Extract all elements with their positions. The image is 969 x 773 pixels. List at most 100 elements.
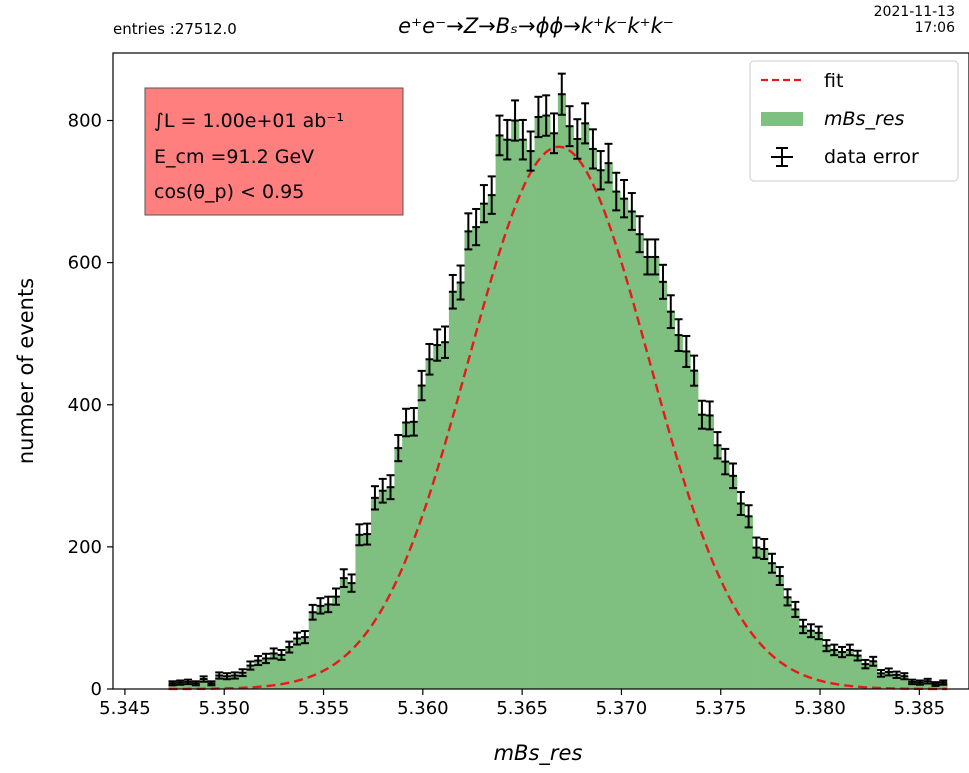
error-bar — [705, 400, 714, 431]
error-bar — [604, 142, 613, 184]
info-energy: E_cm =91.2 GeV — [154, 146, 314, 168]
hist-bar — [394, 448, 403, 689]
y-tick-label: 800 — [68, 111, 102, 132]
error-bar — [511, 99, 520, 142]
error-bar — [869, 655, 878, 667]
hist-bar — [417, 385, 426, 689]
error-bar — [612, 171, 621, 212]
hist-bar — [277, 654, 286, 689]
error-bar — [246, 660, 255, 671]
hist-bar — [581, 123, 590, 690]
y-tick-label: 0 — [91, 679, 102, 700]
hist-bar — [300, 637, 310, 689]
x-tick-label: 5.350 — [198, 698, 250, 719]
error-bar — [339, 568, 348, 589]
error-bar — [472, 207, 481, 247]
error-bar — [503, 118, 512, 161]
hist-bar — [230, 675, 240, 689]
hist-bar — [651, 256, 660, 689]
hist-bar — [534, 116, 543, 689]
plot-area — [168, 72, 948, 691]
hist-bar — [238, 672, 247, 689]
y-axis: 0 200 400 600 800 — [68, 111, 113, 700]
hist-bar — [923, 681, 932, 689]
error-bar — [822, 639, 831, 653]
hist-bar — [386, 487, 395, 689]
y-tick-label: 600 — [68, 253, 102, 274]
hist-bar — [869, 661, 878, 689]
hist-bar — [666, 311, 676, 689]
error-bar — [939, 679, 948, 686]
hist-bar — [908, 681, 917, 689]
axes-frame — [112, 52, 969, 690]
hist-bar — [511, 120, 520, 690]
hist-bar — [371, 497, 380, 689]
error-bar — [651, 238, 660, 276]
error-bar — [487, 175, 496, 215]
hist-bar — [480, 203, 489, 690]
error-bar — [884, 667, 893, 677]
hist-bar — [845, 649, 855, 689]
error-bar — [627, 192, 636, 231]
x-tick-label: 5.375 — [695, 698, 747, 719]
hist-bar — [378, 490, 388, 689]
error-bar — [674, 318, 683, 352]
hist-bar — [713, 445, 722, 689]
info-luminosity: ∫L = 1.00e+01 ab⁻¹ — [154, 110, 344, 132]
error-bar — [223, 672, 232, 681]
hist-bar — [176, 682, 185, 689]
hist-bar — [783, 597, 792, 689]
error-bar — [845, 643, 854, 657]
y-tick-label: 200 — [68, 537, 102, 558]
error-bar — [775, 566, 784, 586]
error-bar — [876, 669, 885, 678]
error-bar — [402, 407, 411, 438]
hist-bar — [355, 534, 364, 689]
hist-bar — [339, 578, 349, 689]
x-axis: 5.345 5.350 5.355 5.360 5.365 5.370 5.375 5.380… — [99, 689, 945, 719]
error-bar — [417, 369, 426, 402]
error-bar — [440, 325, 449, 359]
x-tick-label: 5.355 — [298, 698, 350, 719]
error-bar — [931, 681, 940, 687]
hist-bar — [456, 282, 465, 689]
error-bar — [806, 623, 815, 639]
hist-bar — [487, 195, 496, 689]
info-box-background — [144, 87, 404, 216]
error-bar — [760, 538, 769, 560]
x-tick-label: 5.365 — [496, 698, 548, 719]
legend-box — [749, 60, 959, 182]
hist-bar — [495, 135, 504, 690]
legend-hist-label: mBs_res — [824, 108, 904, 130]
x-tick-label: 5.385 — [894, 698, 946, 719]
error-bar — [199, 675, 208, 683]
error-bar — [355, 523, 364, 547]
hist-bar — [916, 682, 925, 689]
hist-bar — [791, 609, 800, 689]
hist-bar — [308, 612, 317, 689]
hist-bar — [814, 632, 823, 689]
error-bar — [261, 652, 270, 665]
error-bar — [697, 399, 706, 430]
hist-bar — [627, 211, 637, 689]
hist-bar — [877, 673, 886, 689]
info-box: ∫L = 1.00e+01 ab⁻¹ E_cm =91.2 GeV cos(θ_… — [144, 87, 404, 216]
error-bar — [300, 630, 309, 645]
error-bar — [596, 150, 605, 191]
hist-bar — [269, 653, 279, 689]
error-bar — [526, 130, 535, 172]
hist-bar — [900, 676, 909, 689]
error-bar — [378, 477, 387, 504]
legend-errors-swatch — [771, 147, 793, 167]
hist-bar — [285, 647, 294, 689]
hist-bar — [612, 191, 621, 690]
hist-bar — [332, 596, 341, 689]
error-bar — [853, 649, 862, 662]
hist-bar — [884, 671, 894, 689]
time-label: 17:06 — [915, 20, 955, 36]
hist-bar — [822, 645, 831, 689]
error-bar — [721, 447, 730, 476]
error-bar — [285, 640, 294, 654]
y-tick-label: 400 — [68, 395, 102, 416]
